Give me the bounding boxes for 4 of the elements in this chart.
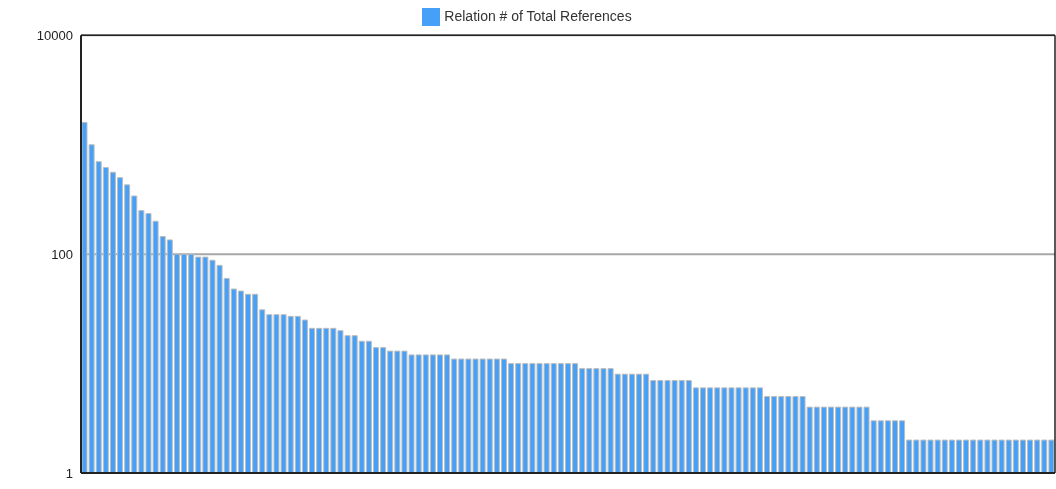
y-tick-label: 1	[65, 465, 73, 481]
y-tick-label: 10000	[36, 27, 73, 43]
legend-label: Relation # of Total References	[444, 8, 632, 24]
y-tick-label: 100	[51, 246, 73, 262]
